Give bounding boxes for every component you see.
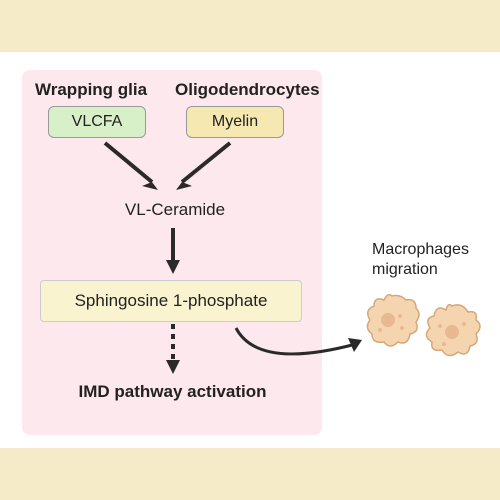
- chip-vlcfa: VLCFA: [48, 106, 146, 138]
- arrow-ceramide-s1p: [158, 226, 188, 276]
- header-oligodendrocytes: Oligodendrocytes: [175, 80, 320, 100]
- arrow-to-macrophages: [228, 322, 378, 382]
- arrows-converging: [90, 140, 260, 200]
- node-imd: IMD pathway activation: [40, 382, 305, 402]
- node-vl-ceramide: VL-Ceramide: [110, 200, 240, 220]
- chip-myelin: Myelin: [186, 106, 284, 138]
- arrow-s1p-imd-dashed: [158, 322, 188, 378]
- macrophage-cell-1: [360, 290, 424, 354]
- macrophage-label: Macrophages migration: [372, 240, 469, 280]
- header-wrapping-glia: Wrapping glia: [35, 80, 147, 100]
- node-s1p: Sphingosine 1-phosphate: [40, 280, 302, 322]
- macrophage-label-line1: Macrophages: [372, 241, 469, 258]
- macrophage-label-line2: migration: [372, 261, 438, 278]
- macrophage-cell-2: [420, 300, 484, 364]
